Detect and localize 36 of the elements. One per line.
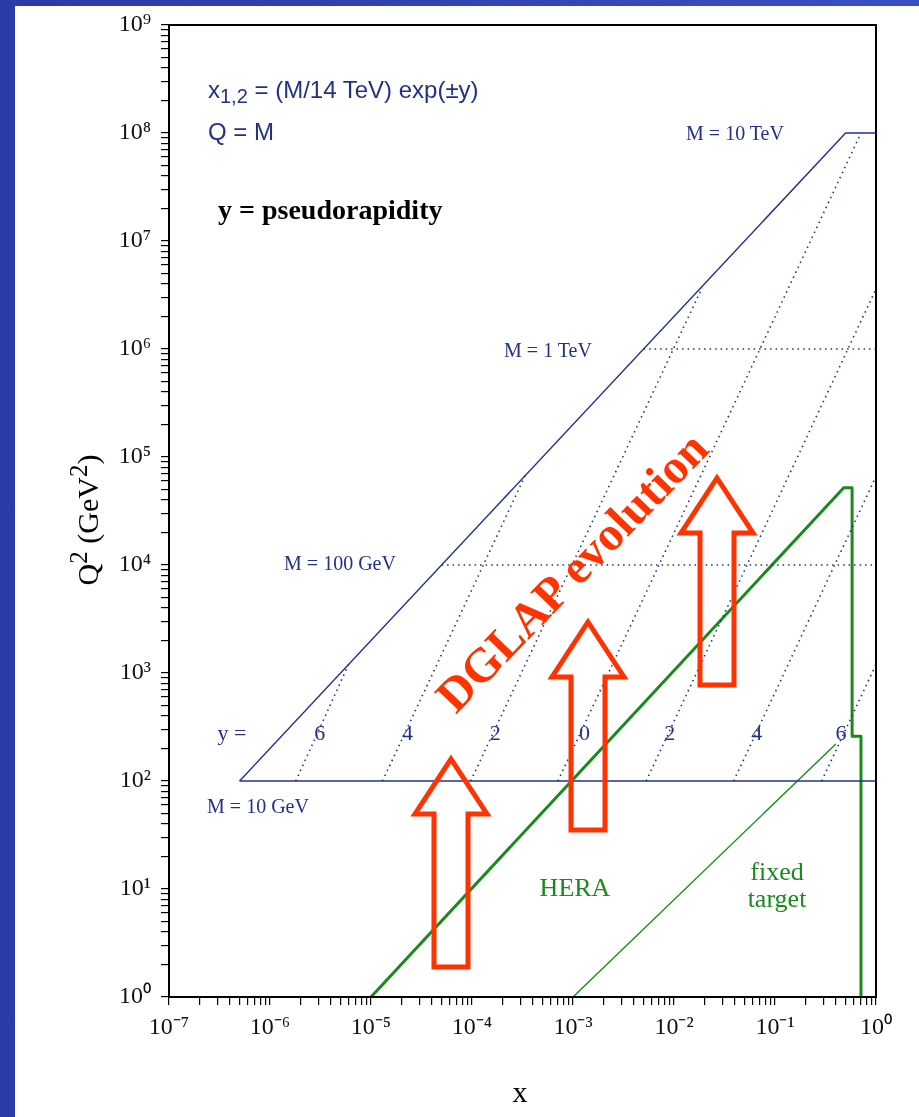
annotation: fixed target — [747, 856, 807, 913]
x-tick-label: 10⁻³ — [553, 1012, 593, 1039]
annotation: 4 — [402, 720, 414, 746]
x-tick-label: 10⁻⁶ — [249, 1012, 291, 1039]
y-tick-label: 10⁹ — [118, 10, 151, 37]
y-tick-label: 10⁰ — [119, 982, 151, 1009]
x-tick-label: 10⁻² — [654, 1012, 694, 1039]
annotation: 4 — [751, 720, 763, 746]
annotation: y = — [217, 720, 247, 746]
y-tick-label: 10⁷ — [118, 226, 151, 253]
annotation: Q = M — [208, 118, 275, 146]
y-tick-label: 10⁵ — [118, 442, 151, 469]
annotation: M = 100 GeV — [284, 551, 396, 574]
x-axis-title: x — [512, 1075, 528, 1109]
y-tick-label: 10¹ — [119, 874, 151, 901]
x-tick-label: 10⁰ — [860, 1012, 892, 1039]
annotation: y = pseudorapidity — [218, 194, 443, 226]
y-tick-label: 10² — [119, 766, 151, 793]
annotation: 6 — [835, 720, 847, 746]
y-tick-label: 10⁴ — [118, 550, 151, 577]
annotation: 2 — [489, 720, 501, 746]
annotation: 6 — [314, 720, 326, 746]
y-tick-label: 10⁶ — [118, 334, 151, 361]
x-tick-label: 10⁻⁴ — [451, 1012, 493, 1039]
annotation: M = 10 TeV — [686, 121, 784, 144]
annotation: x$_{1,2}$ = (M/14 TeV) exp(±y) — [208, 75, 479, 108]
annotation: HERA — [539, 873, 611, 903]
annotation: 2 — [664, 720, 676, 746]
annotation: 0 — [579, 720, 590, 746]
annotation: M = 10 GeV — [207, 794, 309, 817]
x-tick-label: 10⁻⁷ — [148, 1012, 190, 1039]
y-tick-label: 10⁸ — [118, 118, 151, 145]
annotation: M = 1 TeV — [504, 338, 592, 361]
x-tick-label: 10⁻⁵ — [350, 1012, 392, 1039]
x-tick-label: 10⁻¹ — [755, 1012, 795, 1039]
y-tick-label: 10³ — [119, 658, 151, 685]
